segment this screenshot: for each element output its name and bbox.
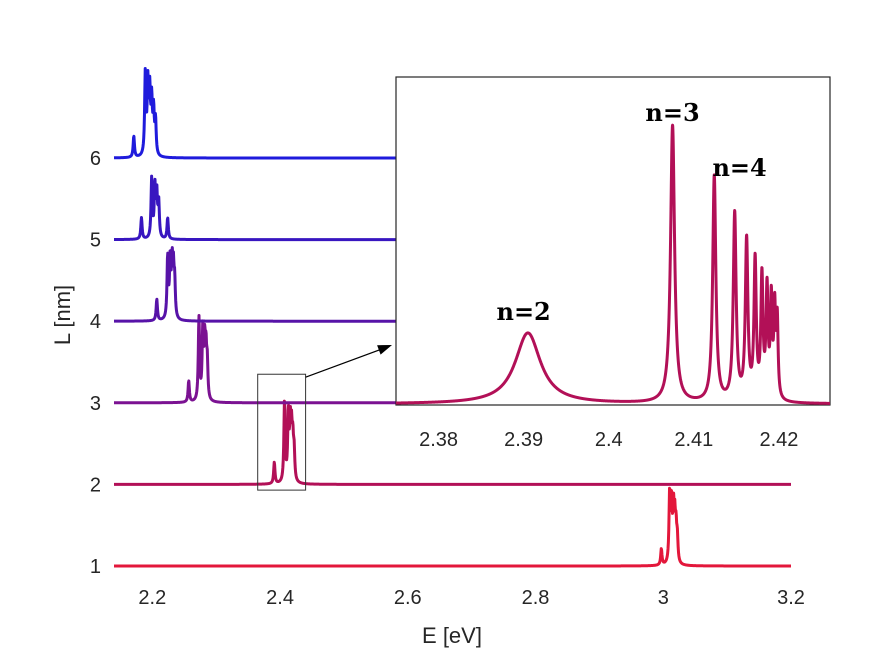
x-tick-label: 3.2 [777,587,805,609]
inset-x-tick-label: 2.41 [674,429,713,451]
zoom-arrow-head [377,345,392,355]
zoom-box [257,373,307,491]
y-tick-label: 4 [90,311,101,333]
inset-frame [395,76,831,406]
y-tick-label: 6 [90,148,101,170]
y-tick-label: 5 [90,230,101,252]
inset-x-tick-label: 2.38 [419,429,458,451]
inset-annotations: n=2 n=3 n=4 [497,98,767,326]
inset-axis-ticks: 2.38 2.39 2.4 2.41 2.42 [419,429,798,451]
zoom-arrow [305,348,383,378]
inset-x-tick-label: 2.42 [759,429,798,451]
main-axes-ticks: 2.2 2.4 2.6 2.8 3 3.2 1 2 3 4 5 6 [90,148,805,609]
peak-label: n=4 [712,153,766,182]
inset-x-tick-label: 2.4 [595,429,623,451]
x-tick-label: 2.6 [394,587,422,609]
x-tick-label: 2.8 [522,587,550,609]
y-tick-label: 3 [90,393,101,415]
peak-label: n=3 [645,98,699,127]
y-axis-label: L [nm] [50,285,75,345]
y-tick-label: 2 [90,474,101,496]
inset-plot: 2.38 2.39 2.4 2.41 2.42 n=2 n=3 n=4 [394,76,832,451]
series-line-L2 [112,399,793,486]
x-tick-label: 3 [658,587,669,609]
x-tick-label: 2.2 [138,587,166,609]
x-axis-label: E [eV] [422,623,482,648]
peak-label: n=2 [497,297,551,326]
y-tick-label: 1 [90,556,101,578]
inset-series-line [394,123,832,405]
inset-x-tick-label: 2.39 [504,429,543,451]
inset-series [394,123,832,405]
x-tick-label: 2.4 [266,587,294,609]
series-line-L1 [112,486,793,568]
